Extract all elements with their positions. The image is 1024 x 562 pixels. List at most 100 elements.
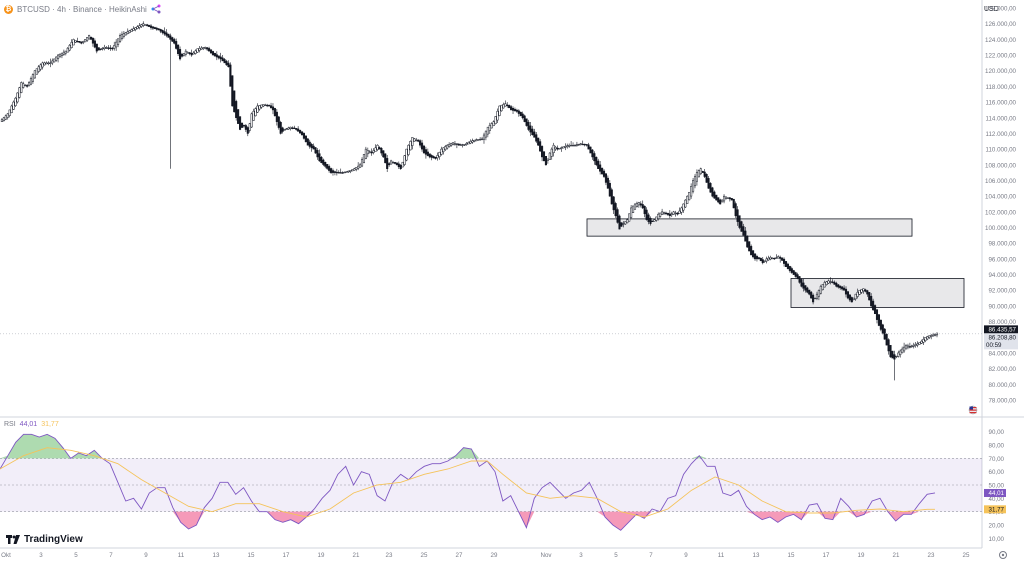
candle-up [451, 142, 455, 145]
candle-down [651, 220, 654, 222]
candle-up [566, 145, 569, 148]
candle-up [504, 103, 507, 107]
candle-down [417, 139, 420, 142]
candle-down [269, 105, 273, 109]
candle-down [773, 257, 776, 260]
candle-down [206, 47, 209, 50]
candle-down [792, 270, 795, 275]
candle-down [393, 162, 396, 164]
candle-down [870, 295, 873, 307]
candle-down [335, 171, 338, 174]
candle-down [585, 144, 588, 146]
candle-down [806, 287, 809, 293]
last-price-value: 86.435,57 [988, 326, 1016, 333]
candle-down [275, 111, 278, 122]
candle-down [515, 109, 518, 112]
price-tick-label: 84.000,00 [988, 350, 1016, 357]
candle-down [304, 135, 307, 143]
candle-down [757, 257, 760, 260]
candle-down [165, 32, 168, 36]
price-tick-label: 122.000,00 [985, 53, 1017, 60]
time-tick-label: 13 [753, 552, 760, 559]
time-tick-label: 15 [788, 552, 795, 559]
settings-gear-icon[interactable] [999, 551, 1007, 559]
candle-up [924, 337, 927, 342]
candle-up [198, 48, 201, 51]
candle-up [47, 62, 50, 64]
links-icon[interactable] [151, 4, 161, 14]
candle-down [649, 217, 652, 224]
candle-down [434, 156, 437, 159]
candle-down [707, 178, 710, 189]
candle-up [10, 105, 13, 114]
candle-down [848, 294, 851, 301]
candle-down [386, 158, 389, 169]
time-tick-label: 5 [614, 552, 618, 559]
candle-down [316, 150, 319, 158]
currency-selector[interactable]: USD [984, 6, 999, 13]
candle-up [368, 151, 371, 153]
candle-down [510, 106, 513, 111]
time-tick-label: 19 [858, 552, 865, 559]
candle-up [101, 47, 104, 50]
candle-up [653, 219, 656, 222]
candle-down [864, 289, 867, 292]
candle-down [244, 125, 247, 130]
candle-up [488, 125, 491, 131]
candle-up [41, 62, 44, 68]
candle-down [705, 174, 708, 183]
candle-up [550, 148, 553, 157]
candle-up [684, 199, 687, 208]
candle-up [390, 160, 393, 165]
candle-down [744, 230, 747, 242]
candle-down [217, 55, 220, 59]
candle-up [560, 147, 563, 149]
candle-up [51, 60, 54, 64]
time-axis[interactable]: Okt 3 5 7 9 11 13 15 17 19 21 23 25 27 29 Nov 3 5 7 9 11 13 15… [1, 552, 970, 559]
candle-down [755, 256, 759, 260]
chart-header: ₿ BTCUSD · 4h · Binance · HeikinAshi [4, 3, 161, 15]
candle-down [227, 62, 230, 68]
candle-down [339, 172, 342, 174]
rsi-header[interactable]: RSI 44,01 31,77 [4, 421, 59, 428]
price-axis[interactable]: 128.000,00 126.000,00 124.000,00 122.000,00… [985, 6, 1017, 405]
candle-down [837, 284, 840, 288]
candle-up [722, 195, 726, 202]
candle-up [571, 144, 575, 147]
tradingview-logo[interactable]: TradingView [6, 534, 83, 545]
rsi-axis[interactable]: 90,0080,0070,0060,0050,0040,0030,0020,00… [984, 429, 1006, 543]
flag-icon[interactable] [968, 405, 978, 415]
candle-down [457, 143, 460, 146]
candle-up [678, 210, 681, 214]
rsi-tick-label: 40,00 [989, 496, 1005, 503]
candle-up [856, 291, 859, 297]
candle-down [800, 279, 803, 287]
time-tick-label: 21 [893, 552, 900, 559]
candle-down [221, 57, 224, 62]
candle-up [411, 137, 414, 146]
candle-up [930, 335, 933, 337]
candle-down [533, 131, 536, 138]
candle-down [748, 241, 751, 252]
candle-up [88, 35, 91, 40]
candle-down [420, 142, 424, 150]
time-tick-label: Okt [1, 552, 11, 559]
candle-down [209, 49, 213, 54]
candle-down [151, 26, 154, 29]
candle-down [161, 30, 164, 33]
candle-down [312, 145, 315, 150]
candle-down [641, 204, 644, 209]
candle-up [204, 46, 207, 49]
candle-down [428, 153, 431, 158]
candle-up [630, 207, 633, 218]
candle-down [664, 212, 668, 215]
candle-up [763, 260, 766, 262]
candle-up [914, 344, 917, 346]
time-tick-label: 17 [823, 552, 830, 559]
symbol-title[interactable]: BTCUSD · 4h · Binance · HeikinAshi [17, 4, 147, 14]
candle-up [657, 213, 660, 219]
candle-down [701, 171, 704, 173]
candle-up [256, 105, 259, 113]
